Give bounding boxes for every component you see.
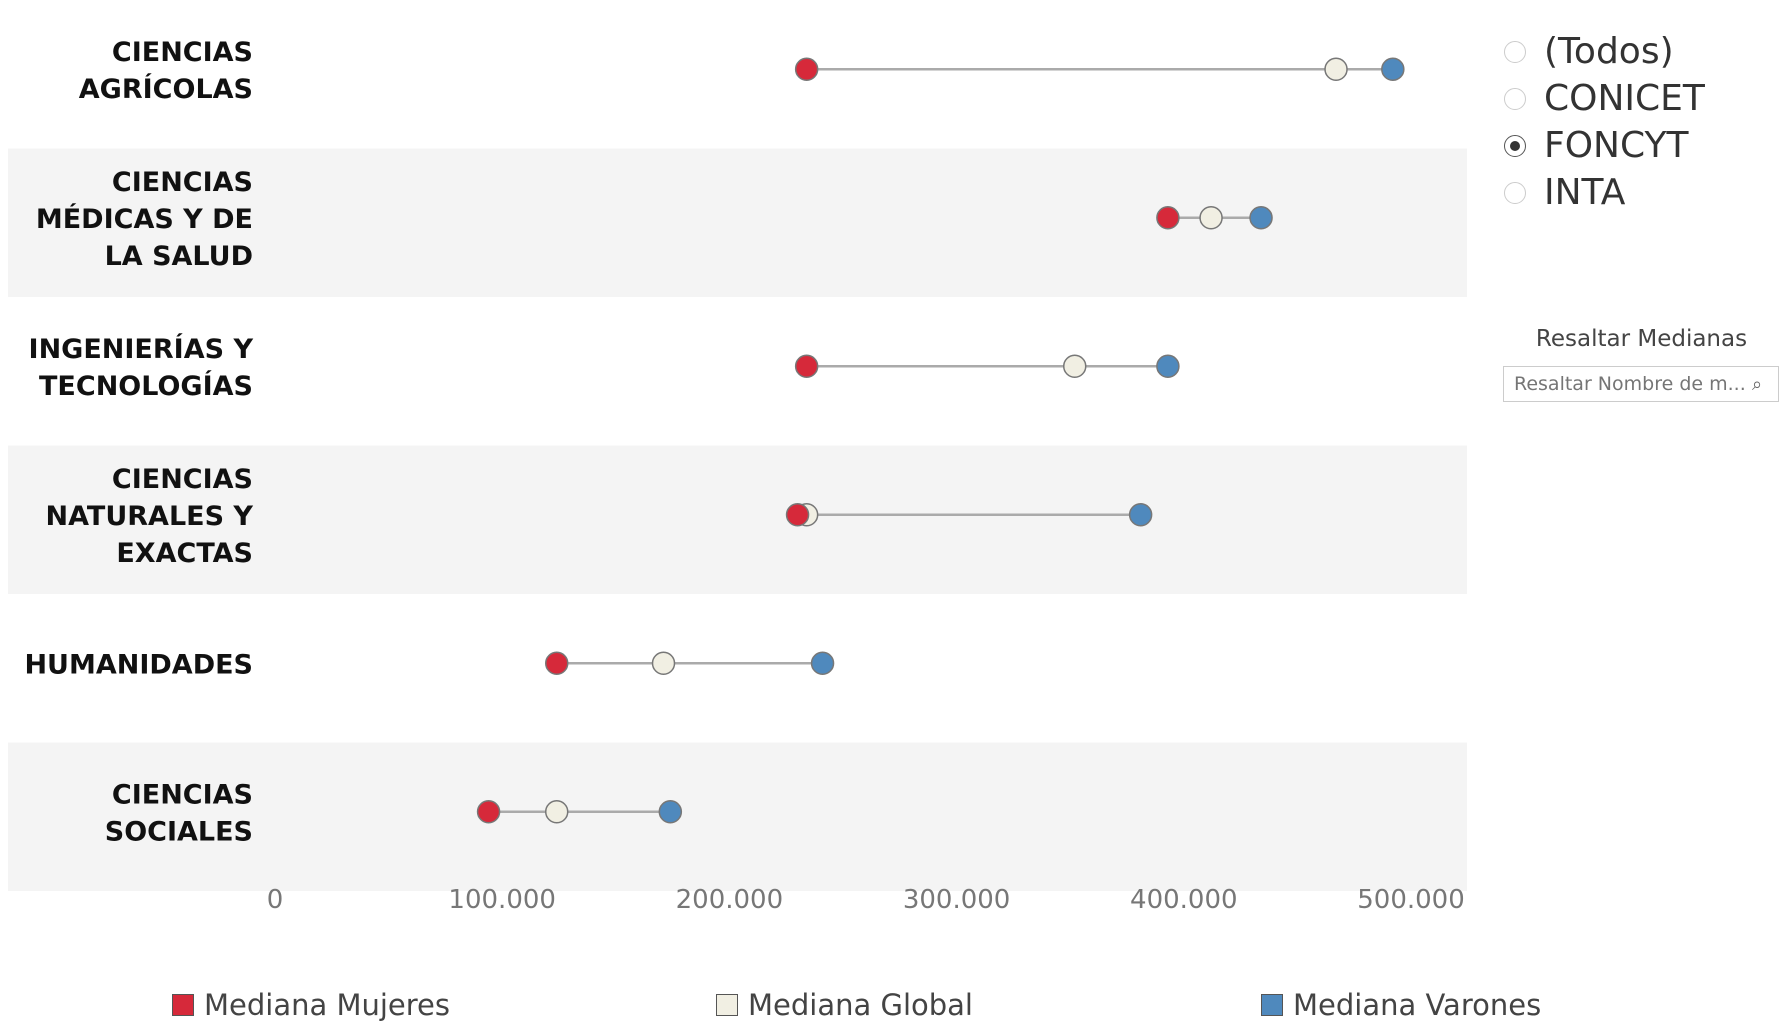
filter-option-label: INTA	[1544, 172, 1626, 213]
filter-option-label: (Todos)	[1544, 31, 1674, 72]
x-tick-label: 100.000	[448, 885, 556, 915]
filter-option-label: FONCYT	[1544, 125, 1689, 166]
point-varones[interactable]	[1381, 57, 1405, 81]
filter-option-label: CONICET	[1544, 78, 1705, 119]
point-varones[interactable]	[1249, 206, 1273, 230]
point-global[interactable]	[651, 651, 676, 675]
filter-option[interactable]: FONCYT	[1504, 122, 1705, 169]
category-label: INGENIERÍAS Y TECNOLOGÍAS	[29, 333, 254, 402]
x-tick-label: 0	[267, 885, 284, 915]
highlight-search-box[interactable]: ⌕	[1503, 366, 1779, 402]
legend-item[interactable]: Mediana Mujeres	[172, 988, 450, 1022]
point-global[interactable]	[1062, 354, 1087, 378]
filter-option[interactable]: (Todos)	[1504, 28, 1705, 75]
row-band	[8, 148, 1467, 297]
category-label: CIENCIAS NATURALES Y EXACTAS	[46, 464, 254, 569]
filter-option[interactable]: INTA	[1504, 169, 1705, 216]
point-varones[interactable]	[1128, 503, 1153, 527]
point-varones[interactable]	[658, 800, 683, 824]
point-global[interactable]	[1199, 206, 1223, 230]
point-varones[interactable]	[810, 651, 835, 675]
point-mujeres[interactable]	[785, 503, 810, 527]
filter-option[interactable]: CONICET	[1504, 75, 1705, 122]
legend-label: Mediana Varones	[1293, 988, 1542, 1022]
radio-button[interactable]	[1504, 181, 1526, 204]
highlight-search-input[interactable]	[1504, 372, 1746, 396]
x-tick-label: 200.000	[676, 885, 784, 915]
legend-label: Mediana Mujeres	[204, 988, 451, 1022]
point-mujeres[interactable]	[794, 57, 819, 81]
category-label: CIENCIAS SOCIALES	[105, 779, 253, 847]
x-tick-label: 300.000	[903, 885, 1011, 915]
legend-item[interactable]: Mediana Global	[716, 988, 973, 1022]
radio-button[interactable]	[1504, 87, 1526, 110]
radio-button[interactable]	[1504, 40, 1526, 63]
x-tick-label: 400.000	[1130, 885, 1238, 915]
legend-swatch	[172, 994, 194, 1016]
point-mujeres[interactable]	[1156, 206, 1180, 230]
row-band	[8, 445, 1467, 594]
legend-swatch	[716, 994, 738, 1016]
highlight-title: Resaltar Medianas	[1535, 326, 1748, 352]
point-mujeres[interactable]	[544, 651, 569, 675]
category-label: CIENCIAS AGRÍCOLAS	[79, 37, 253, 105]
search-icon[interactable]: ⌕	[1752, 373, 1763, 395]
category-label: CIENCIAS MÉDICAS Y DE LA SALUD	[36, 167, 253, 272]
point-global[interactable]	[1324, 57, 1348, 81]
point-global[interactable]	[544, 800, 569, 824]
row-band	[8, 742, 1467, 891]
filter-radio-group: (Todos) CONICET FONCYT INTA	[1504, 28, 1705, 216]
radio-button[interactable]	[1504, 134, 1526, 157]
x-tick-label: 500.000	[1357, 885, 1465, 915]
point-mujeres[interactable]	[476, 800, 501, 824]
point-varones[interactable]	[1156, 354, 1180, 378]
legend-swatch	[1261, 994, 1283, 1016]
legend-item[interactable]: Mediana Varones	[1261, 988, 1541, 1022]
legend-label: Mediana Global	[748, 988, 973, 1022]
point-mujeres[interactable]	[794, 354, 819, 378]
category-label: HUMANIDADES	[24, 649, 253, 680]
